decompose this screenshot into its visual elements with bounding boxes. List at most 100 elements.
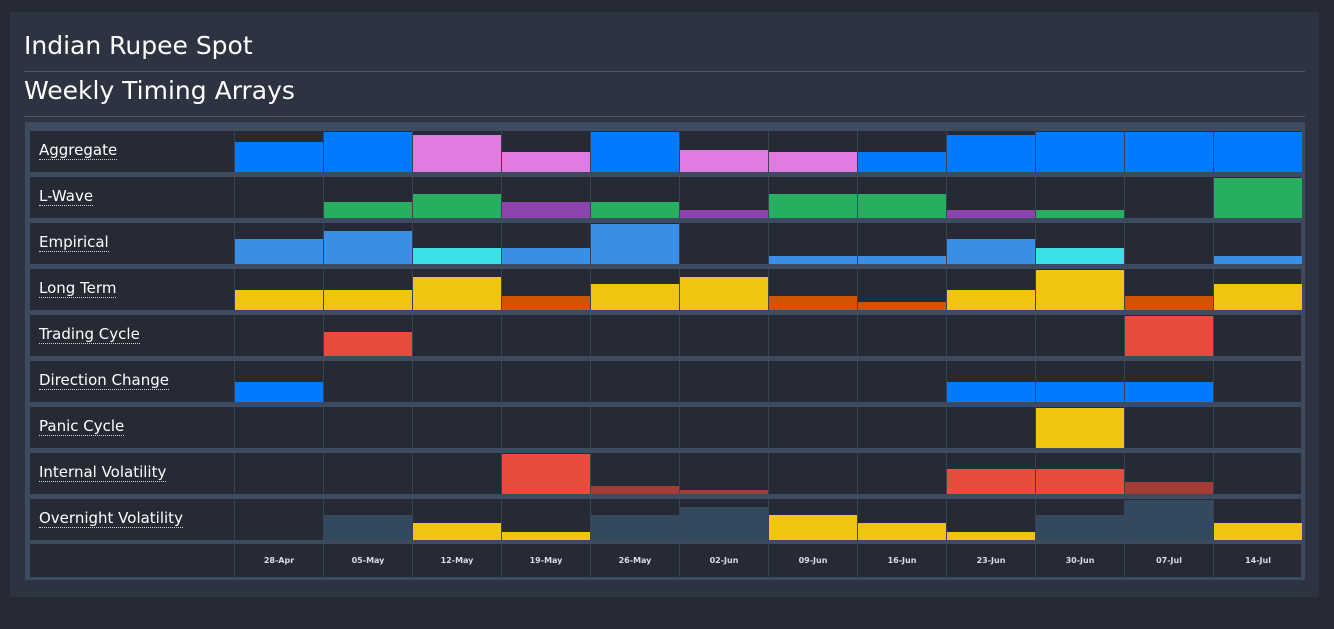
bar-aggregate-26-may[interactable] bbox=[591, 132, 679, 172]
bar-overnight-volatility-07-jul[interactable] bbox=[1125, 500, 1213, 540]
bar-trading-cycle-05-may[interactable] bbox=[324, 332, 412, 356]
bar-aggregate-28-apr[interactable] bbox=[235, 142, 323, 172]
cell-internal-volatility-14-jul bbox=[1213, 453, 1302, 494]
bar-overnight-volatility-23-jun[interactable] bbox=[947, 532, 1035, 540]
bar-panic-cycle-30-jun[interactable] bbox=[1036, 408, 1124, 448]
cell-direction-change-14-jul bbox=[1213, 361, 1302, 402]
bar-empirical-30-jun[interactable] bbox=[1036, 248, 1124, 264]
cell-aggregate-16-jun bbox=[857, 131, 946, 172]
bar-aggregate-30-jun[interactable] bbox=[1036, 132, 1124, 172]
bar-long-term-02-jun[interactable] bbox=[680, 277, 768, 310]
bar-aggregate-14-jul[interactable] bbox=[1214, 132, 1302, 172]
row-label-overnight-volatility[interactable]: Overnight Volatility bbox=[39, 509, 183, 528]
bar-overnight-volatility-16-jun[interactable] bbox=[858, 523, 946, 540]
cell-l-wave-30-jun bbox=[1035, 177, 1124, 218]
bar-empirical-26-may[interactable] bbox=[591, 224, 679, 264]
bar-aggregate-16-jun[interactable] bbox=[858, 152, 946, 172]
bar-long-term-16-jun[interactable] bbox=[858, 302, 946, 310]
row-label-panic-cycle[interactable]: Panic Cycle bbox=[39, 417, 125, 436]
bar-l-wave-02-jun[interactable] bbox=[680, 210, 768, 218]
bar-long-term-26-may[interactable] bbox=[591, 284, 679, 310]
bar-l-wave-23-jun[interactable] bbox=[947, 210, 1035, 218]
bar-aggregate-12-may[interactable] bbox=[413, 135, 501, 172]
row-aggregate: Aggregate bbox=[30, 131, 1302, 172]
cell-internal-volatility-26-may bbox=[590, 453, 679, 494]
week-tick-label: 16-Jun bbox=[887, 556, 917, 565]
week-cell: 23-Jun bbox=[946, 544, 1035, 577]
bar-direction-change-23-jun[interactable] bbox=[947, 382, 1035, 402]
bar-l-wave-19-may[interactable] bbox=[502, 202, 590, 218]
row-label-empirical[interactable]: Empirical bbox=[39, 233, 109, 252]
bar-overnight-volatility-09-jun[interactable] bbox=[769, 515, 857, 540]
cell-trading-cycle-30-jun bbox=[1035, 315, 1124, 356]
cell-panic-cycle-30-jun bbox=[1035, 407, 1124, 448]
bar-overnight-volatility-02-jun[interactable] bbox=[680, 507, 768, 540]
bar-direction-change-30-jun[interactable] bbox=[1036, 382, 1124, 402]
bar-long-term-07-jul[interactable] bbox=[1125, 296, 1213, 310]
cell-l-wave-23-jun bbox=[946, 177, 1035, 218]
bar-overnight-volatility-05-may[interactable] bbox=[324, 515, 412, 540]
bar-empirical-09-jun[interactable] bbox=[769, 256, 857, 264]
bar-aggregate-07-jul[interactable] bbox=[1125, 132, 1213, 172]
bar-long-term-14-jul[interactable] bbox=[1214, 284, 1302, 310]
week-tick-label: 07-Jul bbox=[1156, 556, 1182, 565]
cell-internal-volatility-30-jun bbox=[1035, 453, 1124, 494]
row-label-direction-change[interactable]: Direction Change bbox=[39, 371, 169, 390]
row-label-internal-volatility[interactable]: Internal Volatility bbox=[39, 463, 167, 482]
bar-aggregate-09-jun[interactable] bbox=[769, 152, 857, 172]
bar-long-term-19-may[interactable] bbox=[502, 296, 590, 310]
bar-empirical-28-apr[interactable] bbox=[235, 239, 323, 264]
cell-overnight-volatility-07-jul bbox=[1124, 499, 1213, 540]
bar-long-term-30-jun[interactable] bbox=[1036, 270, 1124, 310]
bar-long-term-12-may[interactable] bbox=[413, 277, 501, 310]
bar-direction-change-07-jul[interactable] bbox=[1125, 382, 1213, 402]
bar-l-wave-12-may[interactable] bbox=[413, 194, 501, 218]
bar-aggregate-02-jun[interactable] bbox=[680, 150, 768, 172]
bar-empirical-19-may[interactable] bbox=[502, 248, 590, 264]
bar-internal-volatility-02-jun[interactable] bbox=[680, 490, 768, 494]
row-long-term: Long Term bbox=[30, 269, 1302, 310]
bar-internal-volatility-19-may[interactable] bbox=[502, 454, 590, 494]
bar-long-term-05-may[interactable] bbox=[324, 290, 412, 310]
bar-internal-volatility-07-jul[interactable] bbox=[1125, 482, 1213, 494]
bar-l-wave-30-jun[interactable] bbox=[1036, 210, 1124, 218]
bar-overnight-volatility-12-may[interactable] bbox=[413, 523, 501, 540]
bar-aggregate-19-may[interactable] bbox=[502, 152, 590, 172]
cell-l-wave-09-jun bbox=[768, 177, 857, 218]
cell-panic-cycle-02-jun bbox=[679, 407, 768, 448]
bar-overnight-volatility-26-may[interactable] bbox=[591, 515, 679, 540]
bar-l-wave-05-may[interactable] bbox=[324, 202, 412, 218]
bar-internal-volatility-30-jun[interactable] bbox=[1036, 469, 1124, 494]
bar-internal-volatility-23-jun[interactable] bbox=[947, 469, 1035, 494]
cell-aggregate-05-may bbox=[323, 131, 412, 172]
bar-trading-cycle-07-jul[interactable] bbox=[1125, 316, 1213, 356]
bar-empirical-12-may[interactable] bbox=[413, 248, 501, 264]
bar-internal-volatility-26-may[interactable] bbox=[591, 486, 679, 494]
bar-empirical-16-jun[interactable] bbox=[858, 256, 946, 264]
bar-overnight-volatility-14-jul[interactable] bbox=[1214, 523, 1302, 540]
cell-empirical-19-may bbox=[501, 223, 590, 264]
week-tick-label: 12-May bbox=[440, 556, 474, 565]
bar-l-wave-16-jun[interactable] bbox=[858, 194, 946, 218]
row-label-long-term[interactable]: Long Term bbox=[39, 279, 117, 298]
week-cell: 09-Jun bbox=[768, 544, 857, 577]
bar-overnight-volatility-30-jun[interactable] bbox=[1036, 515, 1124, 540]
row-empirical: Empirical bbox=[30, 223, 1302, 264]
bar-overnight-volatility-19-may[interactable] bbox=[502, 532, 590, 540]
bar-empirical-23-jun[interactable] bbox=[947, 239, 1035, 264]
bar-l-wave-26-may[interactable] bbox=[591, 202, 679, 218]
row-label-l-wave[interactable]: L-Wave bbox=[39, 187, 94, 206]
bar-direction-change-28-apr[interactable] bbox=[235, 382, 323, 402]
bar-empirical-14-jul[interactable] bbox=[1214, 256, 1302, 264]
week-cell: 14-Jul bbox=[1213, 544, 1302, 577]
row-label-trading-cycle[interactable]: Trading Cycle bbox=[39, 325, 140, 344]
bar-aggregate-05-may[interactable] bbox=[324, 132, 412, 172]
bar-l-wave-09-jun[interactable] bbox=[769, 194, 857, 218]
bar-long-term-23-jun[interactable] bbox=[947, 290, 1035, 310]
bar-long-term-09-jun[interactable] bbox=[769, 296, 857, 310]
row-label-aggregate[interactable]: Aggregate bbox=[39, 141, 118, 160]
bar-aggregate-23-jun[interactable] bbox=[947, 135, 1035, 172]
bar-long-term-28-apr[interactable] bbox=[235, 290, 323, 310]
bar-empirical-05-may[interactable] bbox=[324, 231, 412, 264]
bar-l-wave-14-jul[interactable] bbox=[1214, 178, 1302, 218]
